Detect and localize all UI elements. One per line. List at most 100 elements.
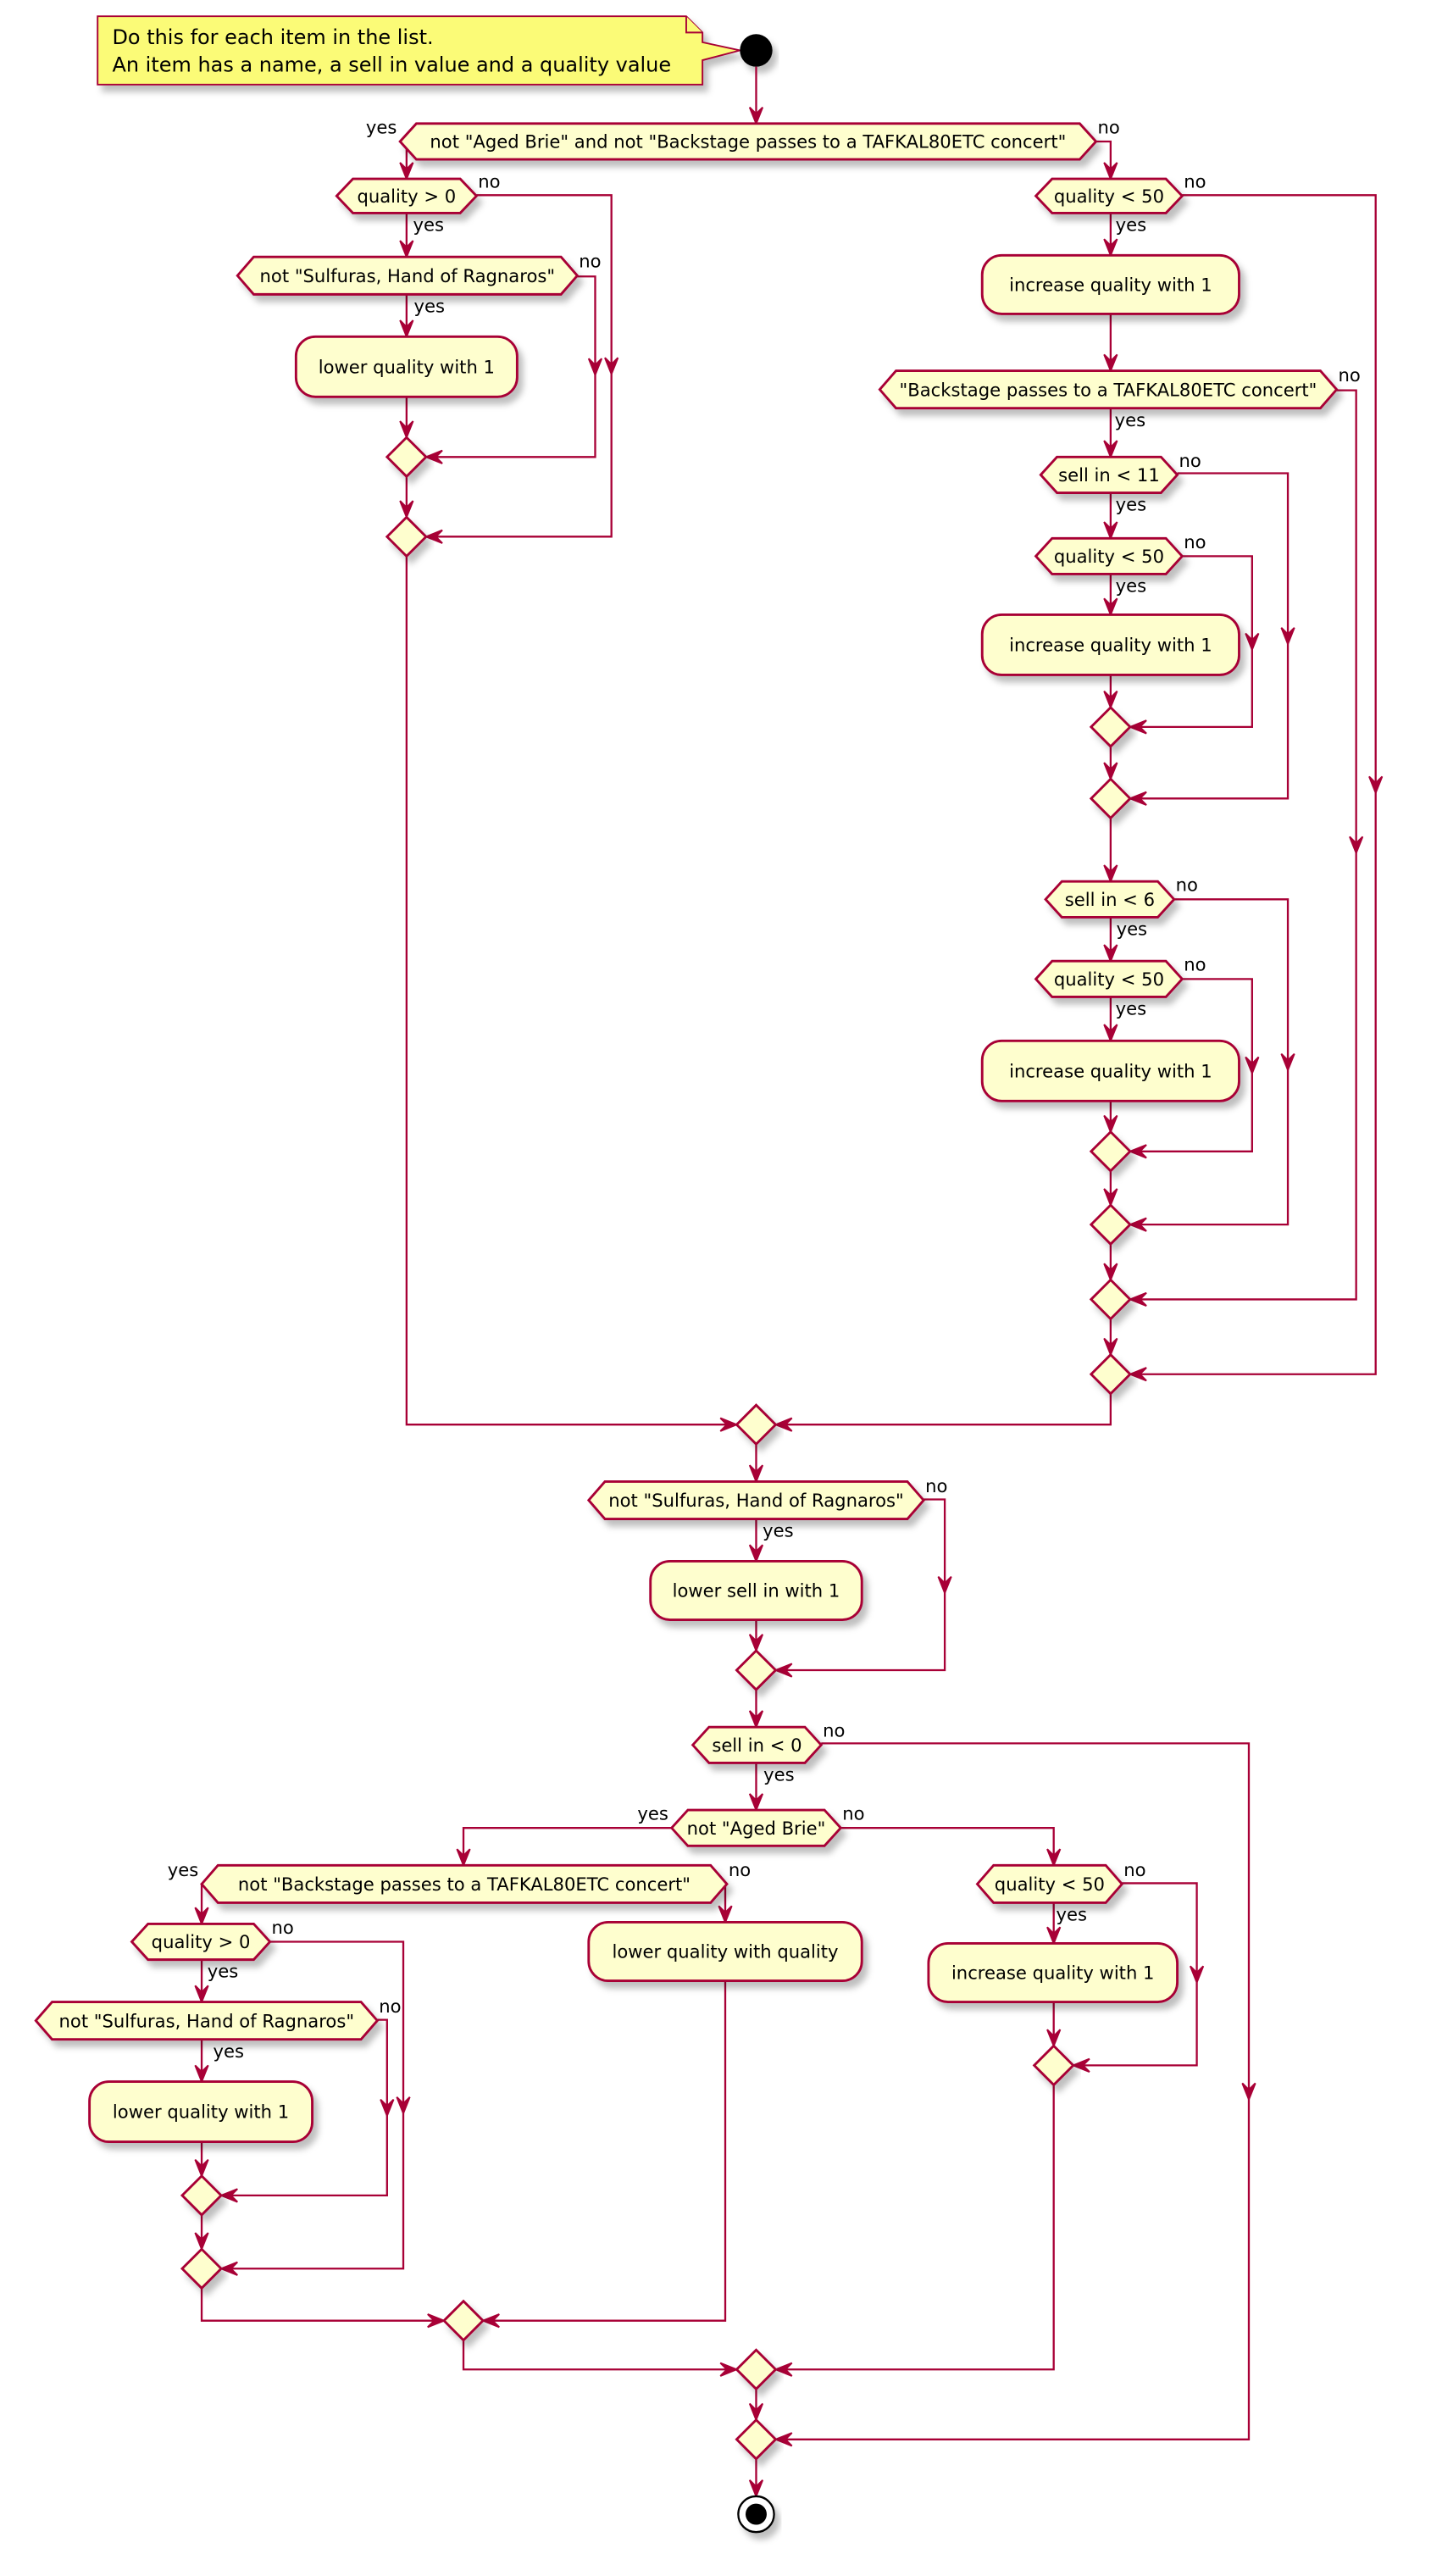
arrowhead <box>1280 627 1295 647</box>
note-line-2: An item has a name, a sell in value and … <box>112 53 671 76</box>
arrowhead <box>399 319 414 339</box>
arrowhead <box>719 1417 740 1432</box>
arrowhead <box>194 1907 209 1926</box>
yes-label: yes <box>366 116 397 137</box>
yes-label: yes <box>637 1803 668 1824</box>
arrowhead <box>456 1848 471 1868</box>
decision-d11: sell in < 0 yes no <box>691 1720 845 1785</box>
merge-node <box>1089 1203 1132 1246</box>
decision-d8: sell in < 6 yes no <box>1044 874 1198 940</box>
action-text: increase quality with 1 <box>1009 1060 1212 1081</box>
arrowhead <box>1128 1291 1147 1307</box>
merge-node <box>1089 1130 1132 1173</box>
decision-text: quality > 0 <box>152 1931 251 1952</box>
action-text: lower quality with 1 <box>113 2101 289 2123</box>
arrowhead <box>773 1417 793 1432</box>
decision-text: sell in < 6 <box>1065 889 1155 910</box>
end-node <box>737 2495 775 2534</box>
merge-node <box>735 2348 778 2391</box>
flow-edge <box>1095 140 1112 180</box>
arrowhead <box>748 1634 764 1653</box>
flow-edge <box>462 2340 737 2371</box>
arrowhead <box>1128 1144 1147 1159</box>
arrowhead <box>480 2313 500 2329</box>
no-label: no <box>579 251 601 272</box>
decision-text: sell in < 0 <box>712 1735 801 1756</box>
arrowhead <box>1368 775 1384 796</box>
arrowhead <box>1128 719 1147 735</box>
arrowhead <box>1280 1052 1295 1073</box>
arrowhead <box>1103 238 1118 258</box>
arrowhead <box>1103 521 1118 541</box>
arrowhead <box>1245 632 1260 652</box>
arrowhead <box>1103 864 1118 884</box>
arrowhead <box>748 106 764 126</box>
arrowhead <box>748 2479 764 2499</box>
arrowhead <box>1245 1056 1260 1076</box>
decision-text: sell in < 11 <box>1058 464 1160 486</box>
arrowhead <box>194 2064 209 2085</box>
arrowhead <box>399 240 414 259</box>
action-a3: increase quality with 1 <box>980 613 1240 676</box>
arrowhead <box>424 449 443 464</box>
yes-label: yes <box>1116 575 1146 597</box>
yes-label: yes <box>1116 214 1146 236</box>
arrowhead <box>399 500 414 519</box>
arrowhead <box>1103 1024 1118 1043</box>
arrowhead <box>1046 1848 1062 1868</box>
flow-edge <box>200 2288 444 2322</box>
arrowhead <box>1103 162 1118 181</box>
action-a5: lower sell in with 1 <box>649 1559 863 1621</box>
arrowhead <box>219 2261 238 2276</box>
arrowhead <box>1103 1188 1118 1208</box>
arrowhead <box>1071 2057 1090 2073</box>
no-label: no <box>272 1917 294 1938</box>
yes-label: yes <box>413 214 444 236</box>
yes-label: yes <box>1116 494 1146 515</box>
merge-node <box>180 2174 224 2217</box>
yes-label: yes <box>1115 409 1145 430</box>
arrowhead <box>1103 690 1118 710</box>
decision-text: quality < 50 <box>1054 546 1164 567</box>
decision-text: quality < 50 <box>1054 969 1164 990</box>
no-label: no <box>823 1720 845 1741</box>
flow-edge <box>775 1742 1251 2440</box>
flow-edge <box>483 1980 727 2322</box>
no-label: no <box>729 1859 751 1880</box>
decision-d2: quality > 0 yes no <box>335 171 501 236</box>
arrowhead <box>1103 762 1118 781</box>
action-text: increase quality with 1 <box>951 1963 1155 1984</box>
no-label: no <box>925 1475 947 1496</box>
arrowhead <box>399 420 414 440</box>
no-label: no <box>842 1803 864 1824</box>
decision-d6: sell in < 11 yes no <box>1039 450 1201 515</box>
no-label: no <box>1123 1859 1145 1880</box>
arrowhead <box>604 357 619 376</box>
decision-d1: not "Aged Brie" and not "Backstage passe… <box>366 116 1120 161</box>
yes-label: yes <box>763 1520 793 1541</box>
flow-edge <box>775 2085 1055 2371</box>
no-label: no <box>379 1996 401 2017</box>
arrowhead <box>1103 440 1118 459</box>
flow-edge <box>1129 389 1357 1301</box>
decision-d3: not "Sulfuras, Hand of Ragnaros" yes no <box>236 251 602 316</box>
merge-node <box>1089 1352 1132 1396</box>
decision-d16: not "Sulfuras, Hand of Ragnaros" yes no <box>34 1996 402 2062</box>
no-label: no <box>478 171 500 192</box>
action-text: lower quality with quality <box>612 1941 838 1963</box>
no-label: no <box>1098 116 1120 137</box>
arrowhead <box>1190 1965 1205 1985</box>
yes-label: yes <box>1116 998 1146 1019</box>
arrowhead <box>773 1663 793 1678</box>
action-a4: increase quality with 1 <box>980 1039 1240 1102</box>
decision-d12: not "Aged Brie" yes no <box>637 1803 864 1847</box>
merge-node <box>180 2247 224 2290</box>
start-node <box>740 34 773 67</box>
arrowhead <box>1046 2029 1062 2048</box>
arrowhead <box>748 1464 764 1484</box>
action-text: increase quality with 1 <box>1009 635 1212 656</box>
decision-d5: "Backstage passes to a TAFKAL80ETC conce… <box>878 364 1361 430</box>
decision-d14: quality < 50 yes no <box>975 1859 1146 1925</box>
arrowhead <box>587 358 603 377</box>
merge-node <box>735 1648 778 1692</box>
